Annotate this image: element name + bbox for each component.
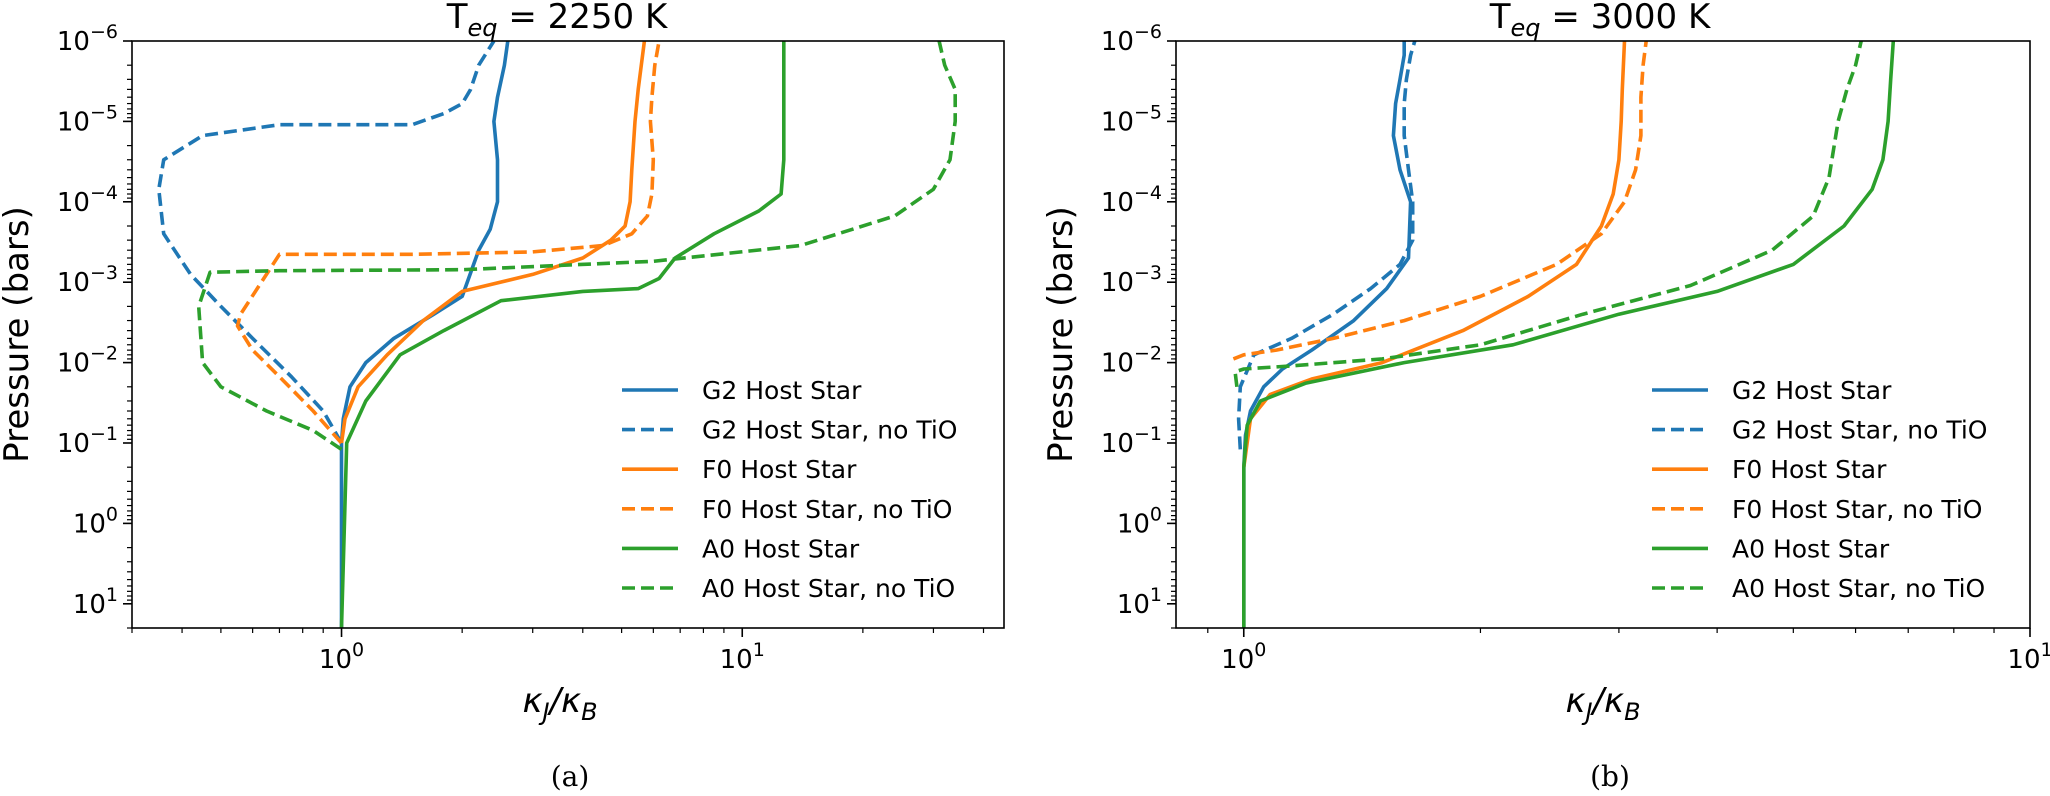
panel-b-y-axis-label: Pressure (bars) [1041,206,1081,463]
panel-b-series-line-5 [1242,41,1896,628]
panel-b-plot [1232,41,1896,628]
panel-a-y-tick-label-3: 10−3 [57,262,118,298]
panel-b: Teq = 3000 K 10−6 10−5 10−4 10−3 10−2 10−1 100… [1041,0,2050,793]
panel-a-y-tick-label-1: 10−5 [57,101,118,137]
panel-a-y-tick-label-0: 10−6 [57,21,118,57]
panel-a-legend-label-1: G2 Host Star [702,376,862,405]
panel-a-title: Teq = 2250 K [446,0,669,42]
panel-b-x-ticks: 100 101 [1207,628,2050,675]
panel-b-y-tick-label-4: 10−2 [1101,343,1162,379]
panel-a-y-tick-label-2: 10−4 [57,182,118,218]
panel-b-axes-frame [1175,40,2031,629]
panel-b-y-tick-label-1: 10−5 [1101,101,1162,137]
panel-a-y-ticks: 10−6 10−5 10−4 10−3 10−2 10−1 100 101 [57,21,132,629]
panel-b-legend-label-5: A0 Host Star [1732,534,1890,563]
panel-b-y-tick-label-5: 10−1 [1101,423,1162,459]
panel-a-y-tick-label-5: 10−1 [57,423,118,459]
panel-b-x-tick-label-1: 101 [2007,639,2050,675]
panel-a-legend-label-5: A0 Host Star [702,534,860,563]
panel-a-x-axis-label: κJ/κB [522,681,597,726]
panel-a-legend-label-3: F0 Host Star [702,455,857,484]
panel-b-legend-label-6: A0 Host Star, no TiO [1732,574,1985,603]
panel-b-y-tick-label-3: 10−3 [1101,262,1162,298]
panel-b-y-tick-label-0: 10−6 [1101,21,1162,57]
panel-a-series-line-2 [157,41,496,444]
panel-b-series-line-4 [1232,41,1648,361]
panel-b-series-line-2 [1236,41,1417,450]
panel-b-legend: G2 Host Star G2 Host Star, no TiO F0 Host … [1652,376,1987,603]
panel-a-y-tick-label-4: 10−2 [57,343,118,379]
panel-b-series-line-6 [1233,41,1863,388]
panel-a-y-axis-label: Pressure (bars) [0,206,37,463]
panel-b-series-line-3 [1242,41,1627,468]
panel-a-caption: (a) [551,760,590,793]
panel-b-caption: (b) [1590,760,1630,793]
panel-b-x-axis-label: κJ/κB [1565,681,1640,726]
panel-a-x-tick-label-0: 100 [319,639,364,675]
panel-b-legend-label-1: G2 Host Star [1732,376,1892,405]
panel-b-y-tick-label-6: 100 [1117,503,1162,539]
panel-b-series-line-1 [1242,41,1413,628]
panel-a-legend: G2 Host Star G2 Host Star, no TiO F0 Host … [622,376,957,603]
panel-a-x-ticks: 100 101 [131,628,985,675]
panel-a-series-line-1 [339,41,510,628]
panel-a-series-line-3 [339,41,647,444]
panel-b-legend-label-4: F0 Host Star, no TiO [1732,495,1982,524]
panel-b-title: Teq = 3000 K [1489,0,1712,42]
panel-a-series-line-6 [196,41,958,451]
panel-b-y-tick-label-2: 10−4 [1101,182,1162,218]
panel-b-y-ticks: 10−6 10−5 10−4 10−3 10−2 10−1 100 101 [1101,21,1176,629]
panel-a-legend-label-2: G2 Host Star, no TiO [702,416,957,445]
panel-b-x-tick-label-0: 100 [1221,639,1266,675]
panel-a-x-tick-label-1: 101 [720,639,765,675]
panel-a-y-tick-label-6: 100 [73,503,118,539]
panel-a-axes-frame [131,40,1005,629]
panel-b-legend-label-3: F0 Host Star [1732,455,1887,484]
panel-a-y-tick-label-7: 101 [73,584,118,620]
panel-a-legend-label-4: F0 Host Star, no TiO [702,495,952,524]
panel-a-plot [157,41,958,628]
panel-a-legend-label-6: A0 Host Star, no TiO [702,574,955,603]
panel-b-y-tick-label-7: 101 [1117,584,1162,620]
panel-a-series-line-5 [339,41,786,628]
panel-a-series-line-4 [235,41,661,445]
panel-a: Teq = 2250 K 10−6 10−5 10−4 10−3 10−2 10−1 100… [0,0,1005,793]
panel-b-legend-label-2: G2 Host Star, no TiO [1732,416,1987,445]
